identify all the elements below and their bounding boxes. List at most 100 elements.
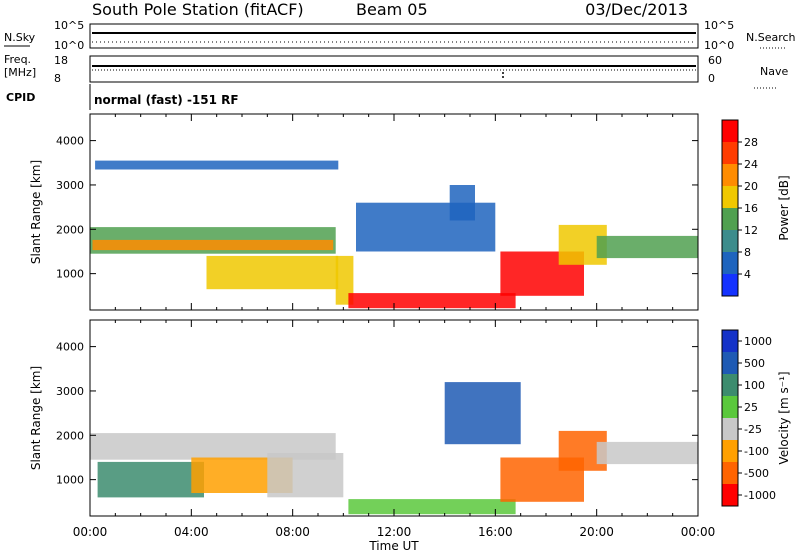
freq-strip-frame <box>89 55 699 83</box>
power-colorbar-cell <box>722 230 738 252</box>
nave-outlier-2 <box>502 76 504 78</box>
power-colorbar-tick-label: 28 <box>744 136 758 149</box>
power-regions <box>90 160 698 309</box>
power-return-region <box>206 255 339 290</box>
velocity-return-region <box>348 499 516 515</box>
power-colorbar-cell <box>722 208 738 230</box>
x-tick-labels: 00:00 04:00 08:00 12:00 16:00 20:00 00:00 <box>73 525 716 539</box>
x-tick-label: 20:00 <box>579 525 614 539</box>
velocity-colorbar-tick-label: 1000 <box>744 335 772 348</box>
velocity-colorbar-cells <box>722 330 738 506</box>
freq-lo-label: 8 <box>54 72 61 85</box>
power-colorbar-tick-label: 12 <box>744 224 758 237</box>
nsky-hi-label: 10^5 <box>54 19 84 32</box>
velocity-y-tick-label: 3000 <box>56 385 84 398</box>
velocity-colorbar-tick-label: -100 <box>744 445 769 458</box>
power-return-region <box>335 255 354 305</box>
power-colorbar-label: Power [dB] <box>777 175 791 240</box>
power-panel: 1000 2000 3000 4000 Slant Range [km] <box>29 113 699 311</box>
power-y-tick-label: 4000 <box>56 135 84 148</box>
velocity-colorbar-tick-label: 100 <box>744 379 765 392</box>
velocity-colorbar-frame <box>721 329 739 507</box>
x-tick-label: 12:00 <box>377 525 412 539</box>
velocity-colorbar-label: Velocity [m s⁻¹] <box>777 371 791 464</box>
x-tick-label: 00:00 <box>73 525 108 539</box>
velocity-colorbar-cell <box>722 440 738 462</box>
power-y-tick-label: 2000 <box>56 223 84 236</box>
velocity-panel: 1000 2000 3000 4000 Slant Range [km] <box>29 319 699 517</box>
freq-strip: Freq. [MHz] 18 8 60 0 Nave <box>4 53 788 89</box>
velocity-return-region <box>444 382 521 445</box>
velocity-colorbar-cell <box>722 484 738 506</box>
power-colorbar: 4 8 12 16 20 24 28 Power [dB] <box>721 119 791 297</box>
velocity-colorbar-cell <box>722 330 738 352</box>
velocity-y-axis-label: Slant Range [km] <box>29 366 43 470</box>
nave-outlier-1 <box>502 72 504 74</box>
power-return-region <box>596 235 698 259</box>
power-y-tick-label: 3000 <box>56 179 84 192</box>
x-tick-label: 08:00 <box>275 525 310 539</box>
x-tick-label: 16:00 <box>478 525 513 539</box>
power-colorbar-cell <box>722 164 738 186</box>
nsearch-lo-label: 10^0 <box>704 39 734 52</box>
velocity-colorbar-cell <box>722 352 738 374</box>
power-return-region <box>92 239 334 251</box>
x-tick-label: 04:00 <box>174 525 209 539</box>
velocity-return-region <box>267 453 344 498</box>
x-axis-label: Time UT <box>368 539 419 553</box>
freq-label-2: [MHz] <box>4 66 36 79</box>
power-colorbar-cell <box>722 186 738 208</box>
velocity-y-tick-label: 2000 <box>56 429 84 442</box>
power-return-region <box>449 185 475 221</box>
power-y-axis-label: Slant Range [km] <box>29 160 43 264</box>
cpid-value: normal (fast) -151 RF <box>94 93 239 107</box>
station-title: South Pole Station (fitACF) <box>92 0 304 19</box>
velocity-colorbar-tick-label: -1000 <box>744 489 776 502</box>
velocity-colorbar-cell <box>722 396 738 418</box>
power-colorbar-ticks: 4 8 12 16 20 24 28 <box>738 136 758 281</box>
power-colorbar-tick-label: 8 <box>744 246 751 259</box>
nsky-strip-frame <box>89 23 699 49</box>
freq-label-1: Freq. <box>4 53 31 66</box>
power-colorbar-cell <box>722 252 738 274</box>
velocity-colorbar-tick-label: -25 <box>744 423 762 436</box>
velocity-colorbar-tick-label: 500 <box>744 357 765 370</box>
nave-lo-label: 0 <box>708 72 715 85</box>
nsky-strip: N.Sky 10^5 10^0 10^5 10^0 N.Search <box>4 19 796 52</box>
power-colorbar-cells <box>722 120 738 296</box>
velocity-colorbar-cell <box>722 462 738 484</box>
cpid-label: CPID <box>6 91 35 104</box>
velocity-colorbar-cell <box>722 374 738 396</box>
velocity-return-region <box>596 441 698 465</box>
nsky-label: N.Sky <box>4 31 36 44</box>
velocity-colorbar-ticks: 1000 500 100 25 -25 -100 -500 -1000 <box>738 335 776 502</box>
power-colorbar-cell <box>722 274 738 296</box>
velocity-colorbar-tick-label: -500 <box>744 467 769 480</box>
power-colorbar-tick-label: 24 <box>744 158 758 171</box>
power-return-region <box>95 160 339 170</box>
velocity-y-tick-label: 1000 <box>56 474 84 487</box>
power-colorbar-tick-label: 16 <box>744 202 758 215</box>
power-colorbar-tick-label: 20 <box>744 180 758 193</box>
velocity-return-region <box>97 461 204 498</box>
date-title: 03/Dec/2013 <box>585 0 688 19</box>
velocity-colorbar-tick-label: 25 <box>744 401 758 414</box>
power-y-ticks: 1000 2000 3000 4000 <box>56 135 698 281</box>
cpid-row: CPID normal (fast) -151 RF <box>6 84 239 110</box>
power-x-ticks <box>89 114 699 310</box>
freq-hi-label: 18 <box>54 54 68 67</box>
power-colorbar-cell <box>722 142 738 164</box>
velocity-y-tick-label: 4000 <box>56 341 84 354</box>
power-colorbar-cell <box>722 120 738 142</box>
nave-hi-label: 60 <box>708 54 722 67</box>
power-y-tick-label: 1000 <box>56 268 84 281</box>
nave-label: Nave <box>760 65 788 78</box>
velocity-x-ticks <box>89 320 699 516</box>
velocity-regions <box>90 382 698 515</box>
x-tick-label: 00:00 <box>681 525 716 539</box>
nsky-lo-label: 10^0 <box>54 39 84 52</box>
velocity-colorbar-cell <box>722 418 738 440</box>
power-colorbar-tick-label: 4 <box>744 268 751 281</box>
beam-title: Beam 05 <box>356 0 428 19</box>
